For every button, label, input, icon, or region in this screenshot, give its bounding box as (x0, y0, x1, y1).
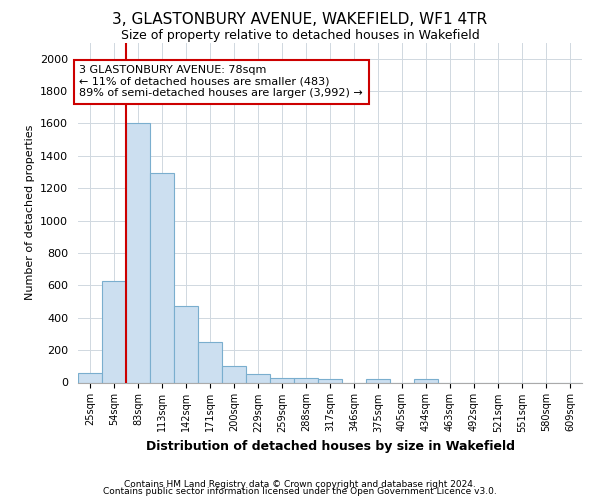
Bar (102, 280, 126, 382)
Bar (246, 374, 270, 382)
Text: Contains HM Land Registry data © Crown copyright and database right 2024.: Contains HM Land Registry data © Crown c… (124, 480, 476, 489)
Text: Size of property relative to detached houses in Wakefield: Size of property relative to detached ho… (121, 29, 479, 42)
Bar (366, 380, 390, 382)
X-axis label: Distribution of detached houses by size in Wakefield: Distribution of detached houses by size … (146, 440, 515, 453)
Bar (222, 366, 246, 382)
Bar (414, 380, 438, 382)
Bar (174, 306, 198, 382)
Bar (126, 124, 150, 382)
Bar (318, 380, 342, 382)
Bar (150, 173, 174, 382)
Bar (294, 378, 318, 382)
Text: Contains public sector information licensed under the Open Government Licence v3: Contains public sector information licen… (103, 488, 497, 496)
Bar (78, 373, 102, 382)
Text: 3, GLASTONBURY AVENUE, WAKEFIELD, WF1 4TR: 3, GLASTONBURY AVENUE, WAKEFIELD, WF1 4T… (112, 12, 488, 28)
Bar (198, 342, 222, 382)
Text: 3 GLASTONBURY AVENUE: 78sqm
← 11% of detached houses are smaller (483)
89% of se: 3 GLASTONBURY AVENUE: 78sqm ← 11% of det… (79, 65, 363, 98)
Bar (270, 378, 294, 382)
Y-axis label: Number of detached properties: Number of detached properties (25, 125, 35, 300)
